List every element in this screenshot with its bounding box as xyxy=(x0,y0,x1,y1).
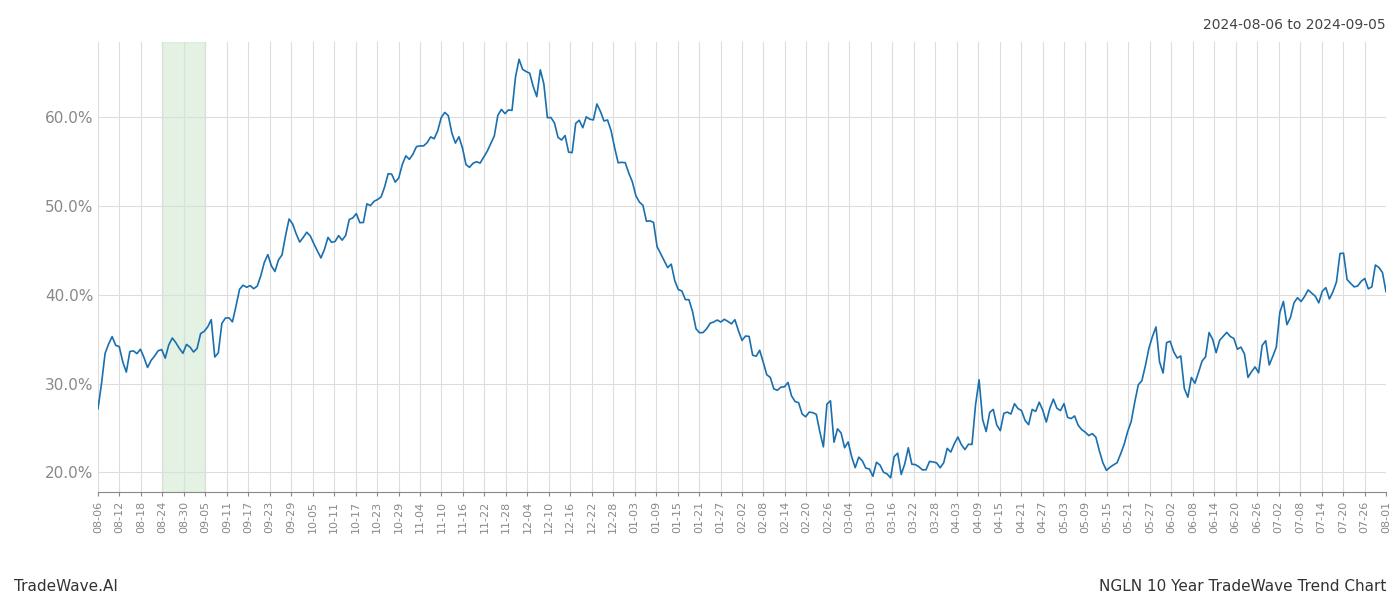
Text: TradeWave.AI: TradeWave.AI xyxy=(14,579,118,594)
Text: 2024-08-06 to 2024-09-05: 2024-08-06 to 2024-09-05 xyxy=(1204,18,1386,32)
Text: NGLN 10 Year TradeWave Trend Chart: NGLN 10 Year TradeWave Trend Chart xyxy=(1099,579,1386,594)
Bar xyxy=(162,42,206,492)
